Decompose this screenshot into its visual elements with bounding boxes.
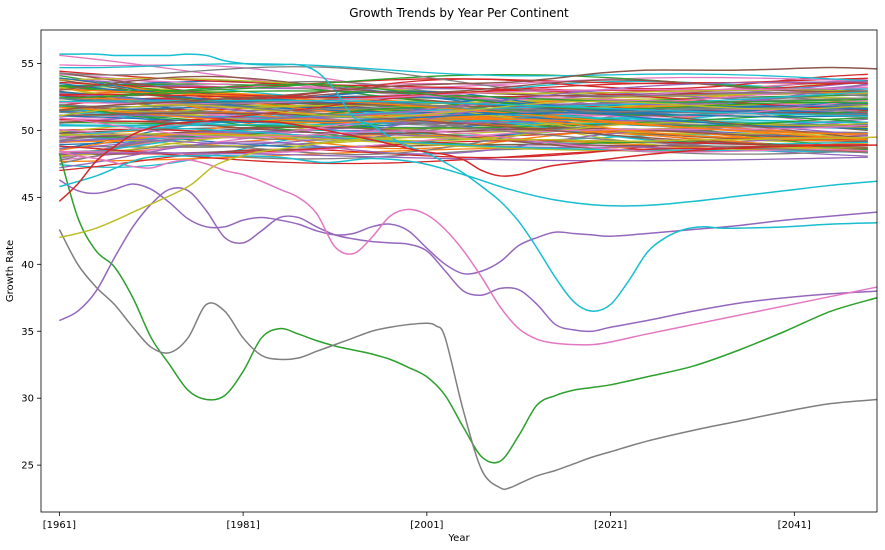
y-axis: 25 30 35 40 45 50 55	[21, 59, 41, 472]
series-line	[59, 99, 868, 140]
x-tick-label: [2001]	[410, 520, 443, 531]
y-axis-label: Growth Rate	[5, 240, 16, 302]
series-line	[59, 90, 868, 103]
series-line	[59, 77, 868, 106]
series-line	[58, 118, 878, 202]
series-line	[59, 73, 868, 92]
x-axis-label: Year	[447, 533, 470, 544]
series-line	[58, 152, 878, 464]
series-line	[59, 75, 868, 94]
series-line	[59, 116, 868, 153]
series-line	[59, 97, 868, 139]
series-line	[59, 66, 878, 112]
series-line	[59, 80, 868, 107]
series-line	[58, 229, 878, 491]
series-line	[59, 152, 868, 162]
series-line	[59, 66, 868, 97]
y-tick-label: 50	[21, 126, 34, 137]
series-line	[59, 53, 878, 312]
x-tick-label: [2041]	[778, 520, 811, 531]
series-line	[59, 151, 878, 346]
series-line	[59, 95, 868, 113]
y-tick-label: 35	[21, 327, 34, 338]
series-line	[59, 154, 878, 207]
y-tick-label: 25	[21, 461, 34, 472]
y-tick-label: 40	[21, 260, 34, 271]
chart-title: Growth Trends by Year Per Continent	[349, 6, 569, 20]
series-layer	[58, 53, 878, 491]
series-line	[58, 179, 878, 275]
x-tick-label: [2021]	[594, 520, 627, 531]
x-tick-label: [1961]	[43, 520, 76, 531]
series-line	[59, 76, 868, 90]
series-line	[59, 125, 868, 154]
series-line	[59, 98, 868, 154]
series-line	[59, 187, 878, 333]
series-line	[59, 80, 868, 119]
series-line	[59, 136, 878, 239]
series-line	[59, 100, 868, 118]
series-line	[59, 106, 868, 135]
x-axis: [1961] [1981] [2001] [2021] [2041]	[43, 512, 811, 531]
series-line	[59, 124, 868, 155]
y-tick-label: 30	[21, 394, 34, 405]
series-line	[59, 112, 868, 148]
series-line	[59, 72, 868, 139]
series-line	[59, 83, 868, 110]
y-tick-label: 55	[21, 59, 34, 70]
y-tick-label: 45	[21, 193, 34, 204]
series-line	[59, 63, 868, 82]
series-line	[59, 129, 868, 152]
plot-frame	[40, 29, 878, 513]
x-tick-label: [1981]	[226, 520, 259, 531]
